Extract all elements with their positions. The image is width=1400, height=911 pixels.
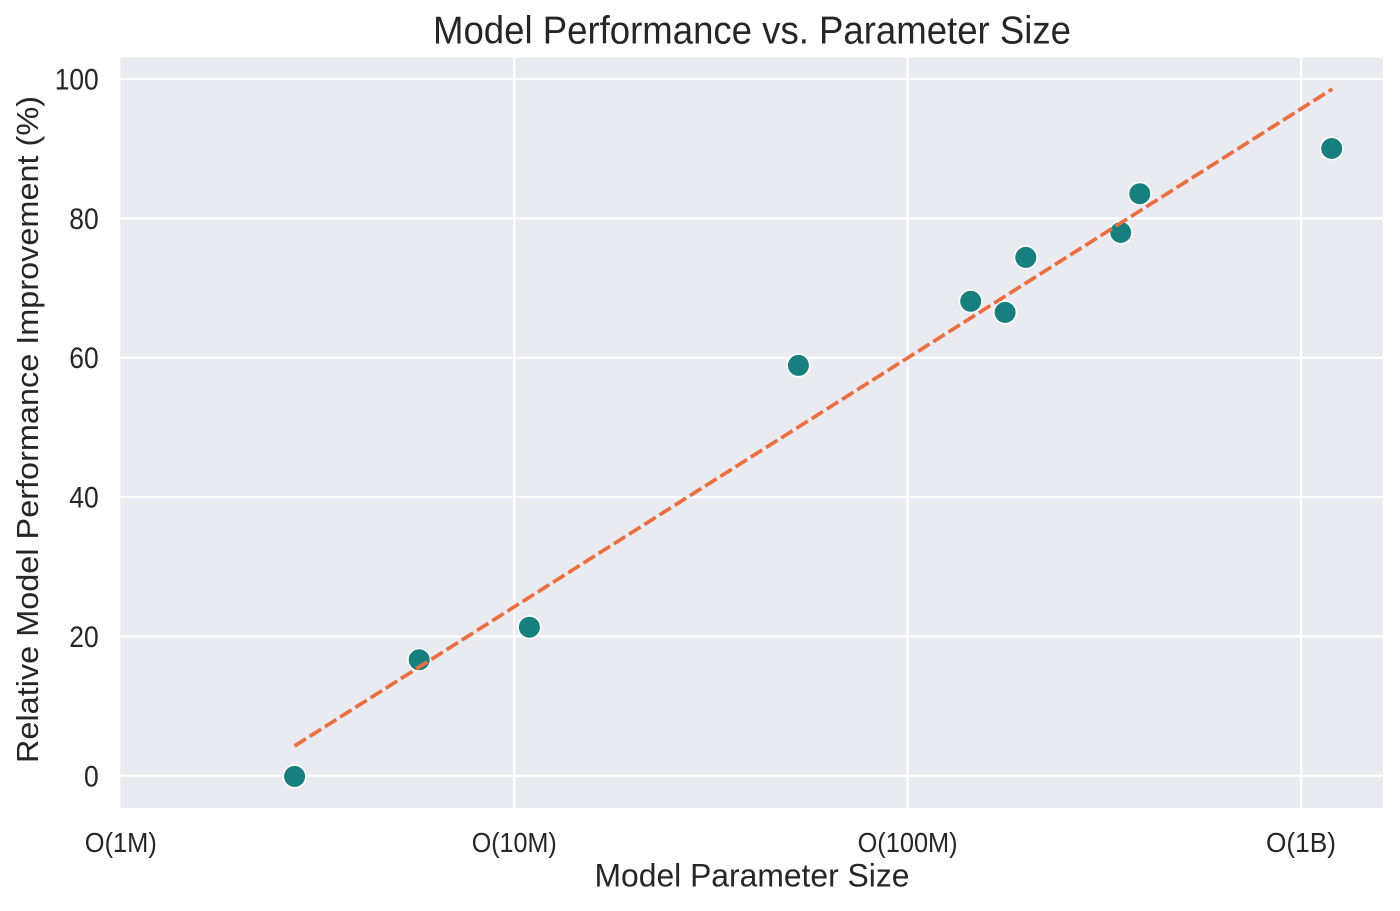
svg-text:40: 40 <box>69 482 98 515</box>
svg-text:O(100M): O(100M) <box>858 827 958 858</box>
svg-text:O(10M): O(10M) <box>472 827 557 858</box>
svg-text:Relative Model Performance Imp: Relative Model Performance Improvement (… <box>10 96 45 763</box>
svg-text:O(1B): O(1B) <box>1266 827 1336 858</box>
svg-text:100: 100 <box>55 64 99 97</box>
svg-text:Model Parameter Size: Model Parameter Size <box>595 858 910 894</box>
svg-text:Model Performance vs. Paramete: Model Performance vs. Parameter Size <box>433 10 1071 53</box>
svg-text:20: 20 <box>69 621 98 654</box>
svg-text:0: 0 <box>84 760 99 793</box>
svg-text:80: 80 <box>69 203 98 236</box>
svg-text:60: 60 <box>69 342 98 375</box>
svg-text:O(1M): O(1M) <box>85 827 157 858</box>
